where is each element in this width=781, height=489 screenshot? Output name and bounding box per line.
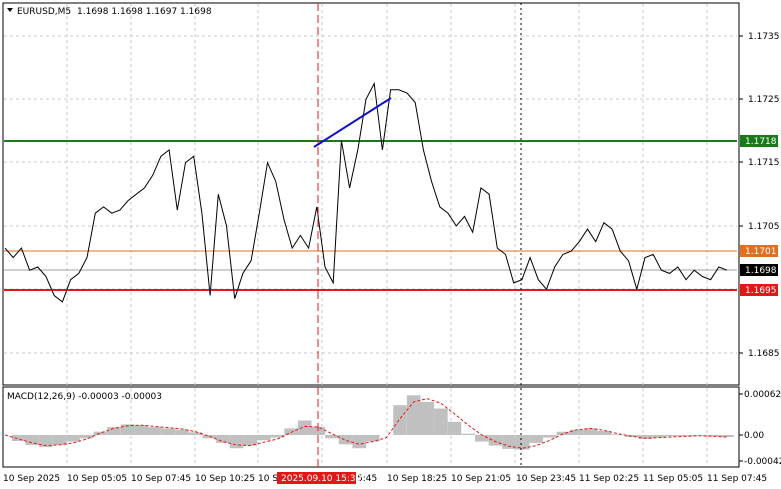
macd-histogram-bar (420, 401, 435, 435)
macd-histogram-bar (488, 435, 503, 446)
price-panel (2, 2, 740, 386)
macd-histogram-bar (11, 435, 26, 441)
macd-histogram-bar (720, 435, 734, 437)
macd-histogram-bar (611, 434, 625, 435)
macd-title: MACD(12,26,9) -0.00003 -0.00003 (7, 392, 162, 402)
macd-histogram-bar (570, 429, 584, 435)
macd-histogram-bar (529, 435, 544, 443)
crosshair-time-text: 2025.09.10 15:30 (281, 474, 362, 484)
macd-histogram-bar (39, 435, 53, 447)
time-tick: 10 Sep 07:45 (131, 474, 191, 484)
macd-histogram-bar (366, 435, 380, 442)
macd-histogram-bar (447, 421, 462, 435)
macd-histogram-bar (406, 395, 421, 435)
level-lines[interactable] (4, 140, 737, 291)
time-tick: 5:45 (357, 474, 377, 484)
time-tick: 10 Sep 18:25 (387, 474, 447, 484)
macd-histogram-bar (543, 435, 557, 438)
macd-histogram-bar (665, 435, 680, 437)
macd-indicator (4, 395, 734, 450)
macd-histogram-bar (311, 427, 326, 435)
macd-histogram-bar (25, 435, 39, 445)
macd-histogram-bar (475, 435, 489, 442)
macd-panel (2, 386, 740, 468)
ohlc-values: 1.1698 1.1698 1.1697 1.1698 (77, 7, 212, 17)
macd-histogram-bar (270, 435, 285, 438)
price-tick: 1.1685 (748, 349, 780, 359)
time-tick: 10 Sep 05:05 (67, 474, 127, 484)
macd-histogram-bar (243, 435, 257, 446)
macd-histogram-bar (338, 435, 353, 445)
macd-histogram-bar (175, 429, 189, 435)
macd-histogram-bar (556, 431, 571, 435)
time-tick: 10 Sep 10:25 (195, 474, 255, 484)
triangle-down-icon[interactable] (7, 8, 13, 12)
crosshair-time-badge (277, 472, 356, 484)
level-badge-text: 1.1701 (745, 247, 777, 257)
time-axis: 10 Sep 2025 10 Sep 05:05 10 Sep 07:45 10… (3, 472, 767, 484)
price-series (4, 81, 728, 303)
price-tick: 1.1715 (748, 158, 780, 168)
macd-histogram-bar (461, 433, 475, 435)
price-line (4, 81, 728, 303)
macd-histogram-bar (297, 420, 312, 435)
macd-axis: 0.00062 0.00 -0.00042 (739, 390, 781, 467)
macd-histogram-bar (120, 424, 135, 435)
macd-histogram-bar (79, 435, 94, 439)
macd-histogram-bar (107, 427, 121, 435)
macd-histogram-bar (597, 431, 612, 435)
macd-tick: -0.00042 (744, 457, 781, 467)
macd-signal-line (4, 398, 728, 449)
macd-histogram-bar (515, 435, 530, 450)
level-badge-text: 1.1695 (745, 286, 777, 296)
price-tick: 1.1725 (748, 95, 780, 105)
macd-histogram-bar (352, 435, 366, 449)
price-tick: 1.1735 (748, 32, 780, 42)
macd-histogram-bar (188, 432, 203, 435)
macd-histogram-bar (584, 428, 598, 435)
macd-histogram-bar (638, 435, 653, 439)
level-badge-green (740, 135, 778, 147)
time-tick: 11 Sep 07:45 (707, 474, 767, 484)
macd-histogram-bar (52, 435, 67, 445)
time-tick: 11 Sep 02:25 (579, 474, 639, 484)
macd-histogram-bar (325, 435, 339, 439)
price-axis: 1.1735 1.1725 1.1715 1.1705 1.1685 (739, 32, 780, 359)
level-badges: 1.1718 1.1701 1.1698 1.1695 (740, 135, 778, 296)
level-badge-text: 1.1698 (745, 266, 777, 276)
macd-histogram-bar (652, 435, 666, 438)
macd-histogram-bar (706, 435, 721, 437)
macd-histogram-bar (393, 405, 407, 435)
trend-line[interactable] (313, 97, 392, 148)
price-tick: 1.1705 (748, 222, 780, 232)
macd-histogram-bar (148, 427, 162, 435)
macd-histogram-bar (257, 435, 271, 441)
time-tick: 10 S (258, 474, 278, 484)
macd-histogram-bar (93, 431, 108, 435)
time-tick: 10 Sep 23:45 (516, 474, 576, 484)
macd-histogram-bar (66, 435, 80, 442)
macd-tick: 0.00 (744, 431, 764, 441)
macd-histogram-bar (134, 425, 148, 435)
macd-histogram-bar (216, 435, 230, 443)
time-tick: 11 Sep 05:05 (643, 474, 703, 484)
level-badge-text: 1.1718 (745, 137, 777, 147)
level-badge-red (740, 284, 778, 296)
macd-histogram-bar (229, 435, 244, 449)
level-badge-orange (740, 245, 778, 257)
macd-histogram-bar (284, 428, 298, 435)
symbol-label: EURUSD,M5 (17, 7, 71, 17)
macd-histogram-bar (679, 435, 693, 437)
time-tick: 10 Sep 21:05 (451, 474, 511, 484)
time-tick: 10 Sep 2025 (3, 474, 60, 484)
macd-histogram-bar (434, 408, 448, 435)
macd-histogram-bar (161, 428, 176, 435)
level-badge-current (740, 264, 778, 276)
macd-tick: 0.00062 (744, 390, 781, 400)
